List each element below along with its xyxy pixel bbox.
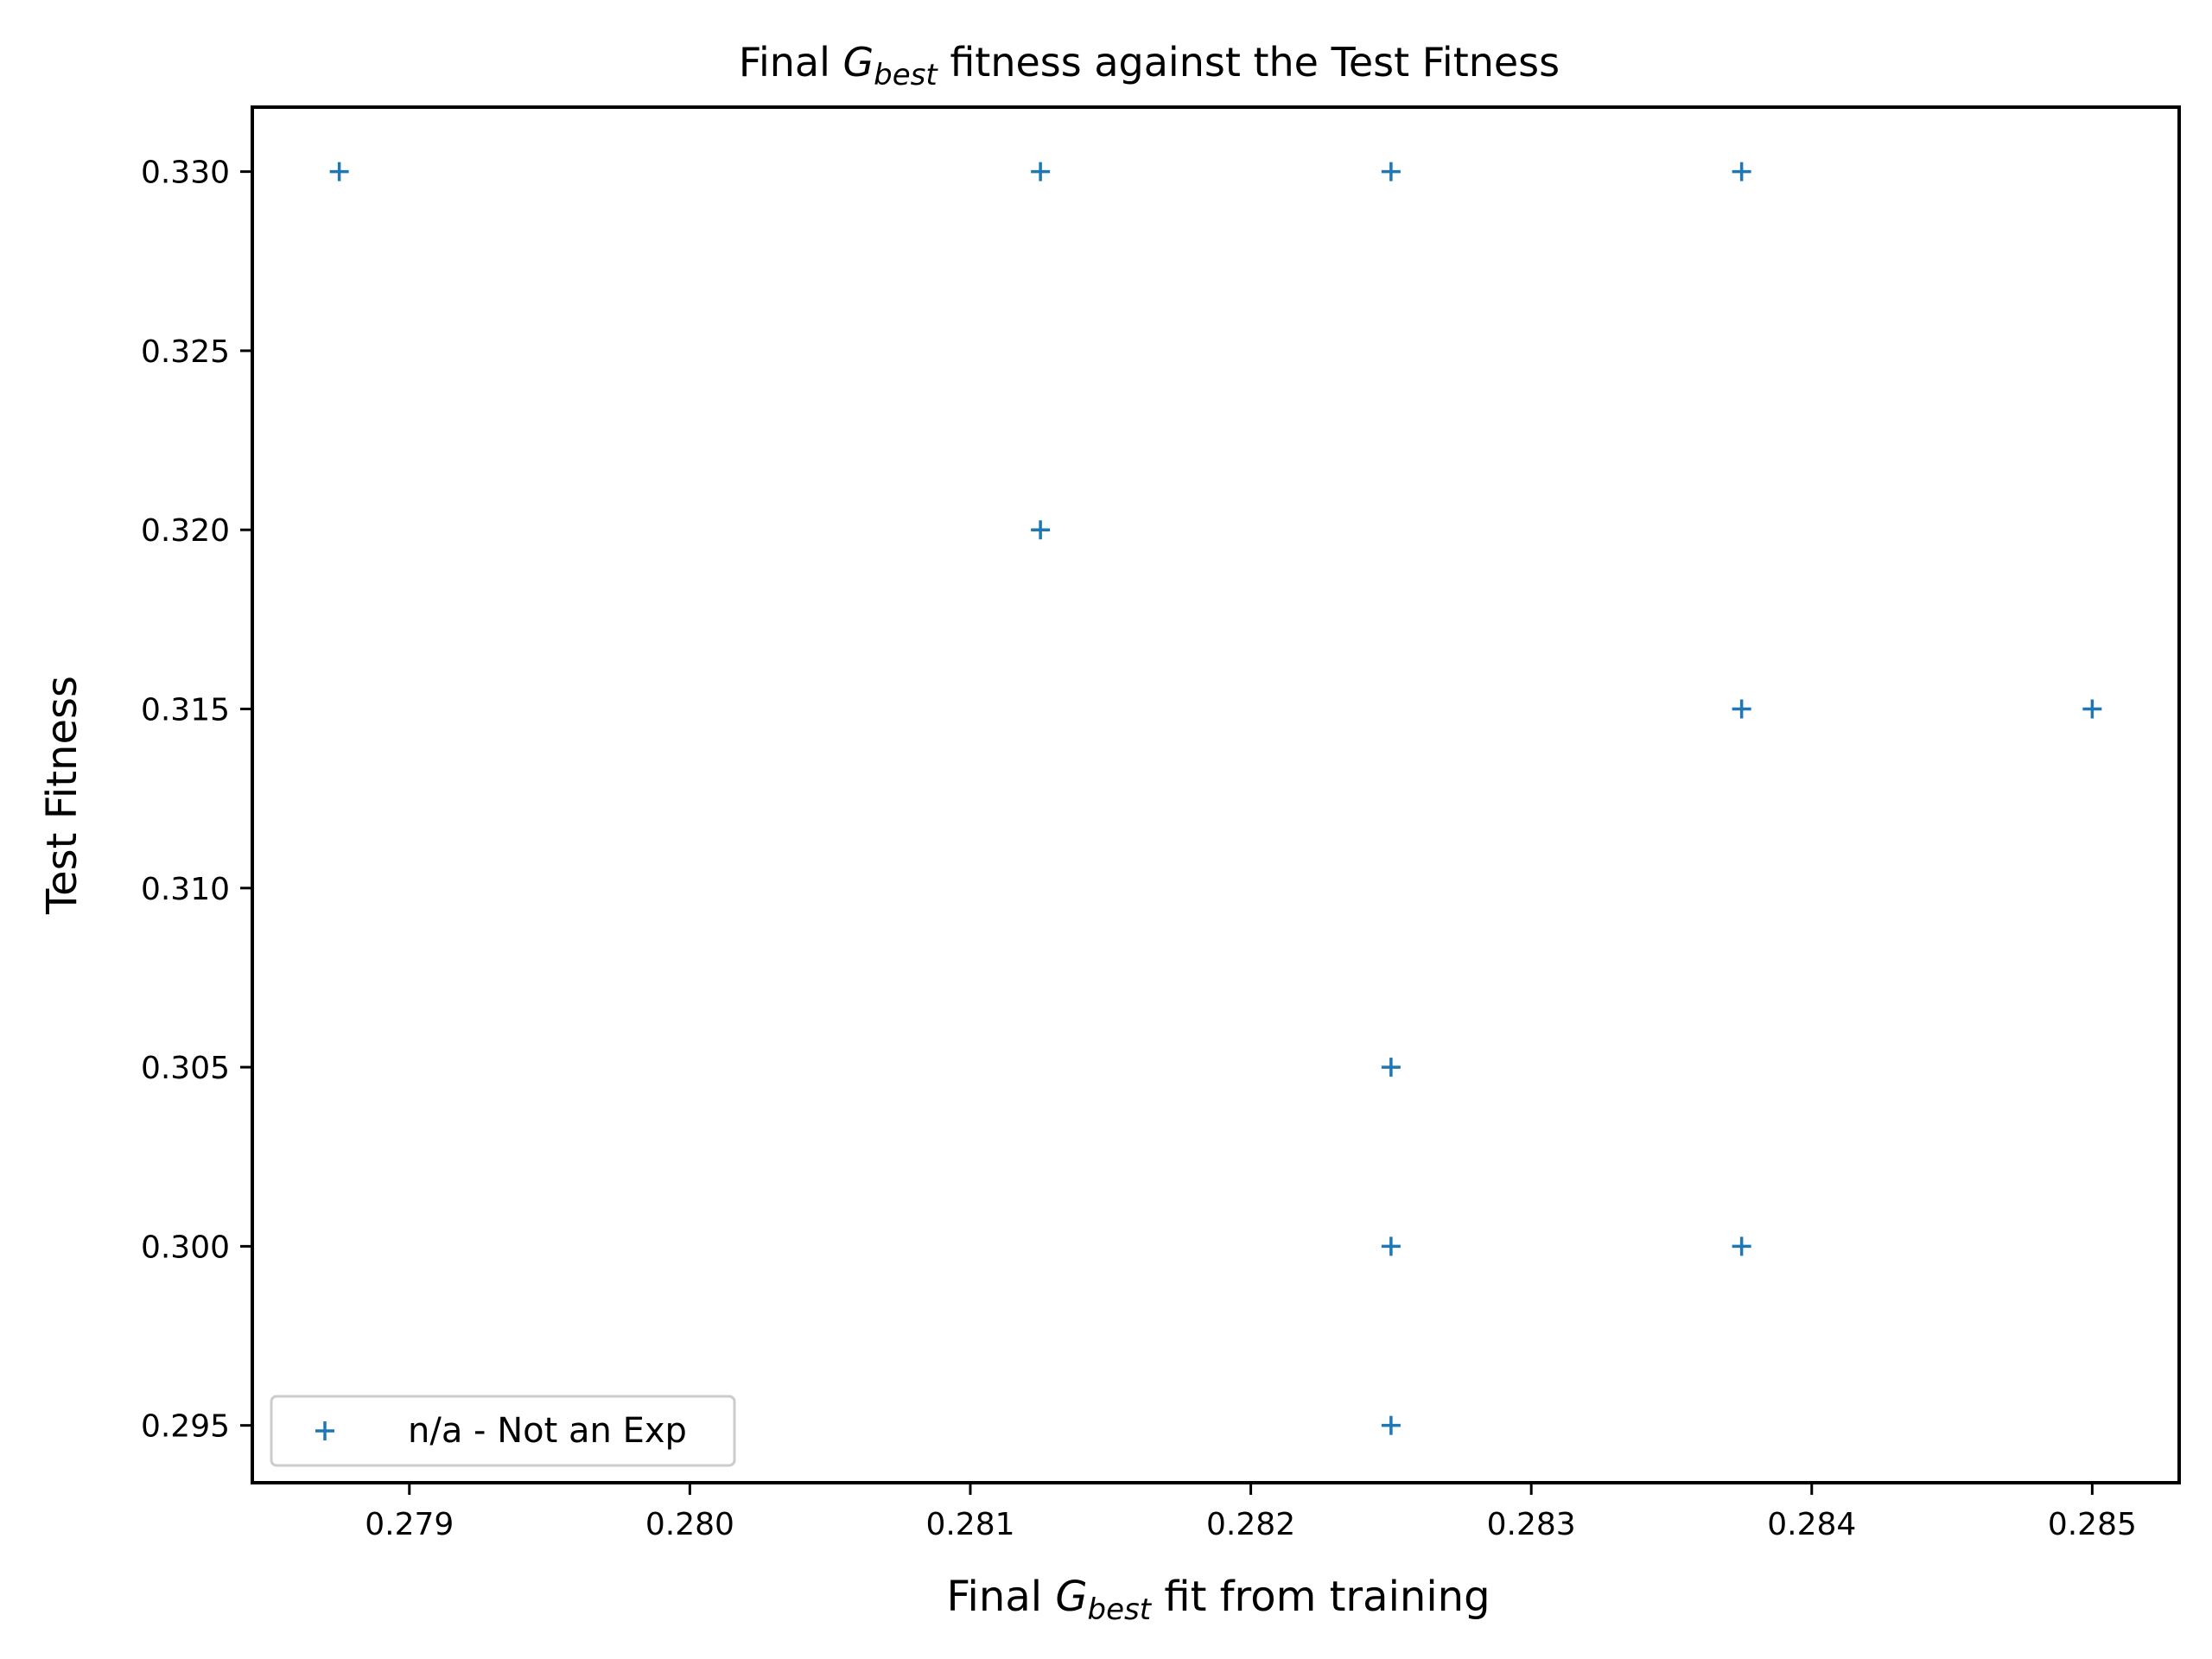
x-tick-label: 0.283 bbox=[1487, 1507, 1576, 1542]
y-tick-label: 0.295 bbox=[141, 1409, 230, 1445]
y-tick-label: 0.330 bbox=[141, 156, 230, 191]
x-tick-label: 0.281 bbox=[925, 1507, 1014, 1542]
x-axis: 0.279 0.280 0.281 0.282 0.283 0.284 0.285 bbox=[365, 1483, 2137, 1542]
legend: n/a - Not an Exp bbox=[270, 1395, 736, 1467]
data-points bbox=[329, 162, 2102, 1435]
y-tick-label: 0.320 bbox=[141, 513, 230, 549]
legend-label: n/a - Not an Exp bbox=[408, 1411, 687, 1451]
x-axis-label: Final Gbest fit from training bbox=[946, 1573, 1490, 1627]
data-point bbox=[329, 162, 349, 181]
data-point bbox=[1031, 520, 1051, 540]
y-tick-label: 0.325 bbox=[141, 334, 230, 370]
y-axis-label: Test Fitness bbox=[38, 676, 86, 915]
data-point bbox=[1381, 162, 1401, 181]
data-point bbox=[1381, 1415, 1401, 1435]
legend-plus-marker bbox=[315, 1421, 334, 1440]
legend-marker bbox=[315, 1421, 334, 1440]
legend-box bbox=[270, 1395, 736, 1467]
data-point bbox=[1732, 699, 1751, 719]
x-tick-label: 0.285 bbox=[2048, 1507, 2137, 1542]
data-point bbox=[1381, 1236, 1401, 1256]
y-tick-label: 0.305 bbox=[141, 1051, 230, 1086]
y-tick-label: 0.300 bbox=[141, 1230, 230, 1265]
x-tick-label: 0.282 bbox=[1206, 1507, 1295, 1542]
y-tick-label: 0.315 bbox=[141, 693, 230, 728]
x-tick-label: 0.280 bbox=[645, 1507, 734, 1542]
data-point bbox=[1031, 162, 1051, 181]
x-tick-label: 0.279 bbox=[365, 1507, 454, 1542]
plot-frame bbox=[251, 105, 2181, 1484]
chart-title: Final Gbest fitness against the Test Fit… bbox=[739, 39, 1560, 92]
data-point bbox=[2082, 699, 2102, 719]
data-point bbox=[1732, 162, 1751, 181]
data-point bbox=[1381, 1058, 1401, 1077]
y-axis: 0.295 0.300 0.305 0.310 0.315 0.320 0.325 0.330 bbox=[141, 156, 252, 1445]
x-tick-label: 0.284 bbox=[1767, 1507, 1856, 1542]
y-tick-label: 0.310 bbox=[141, 872, 230, 907]
data-point bbox=[1732, 1236, 1751, 1256]
